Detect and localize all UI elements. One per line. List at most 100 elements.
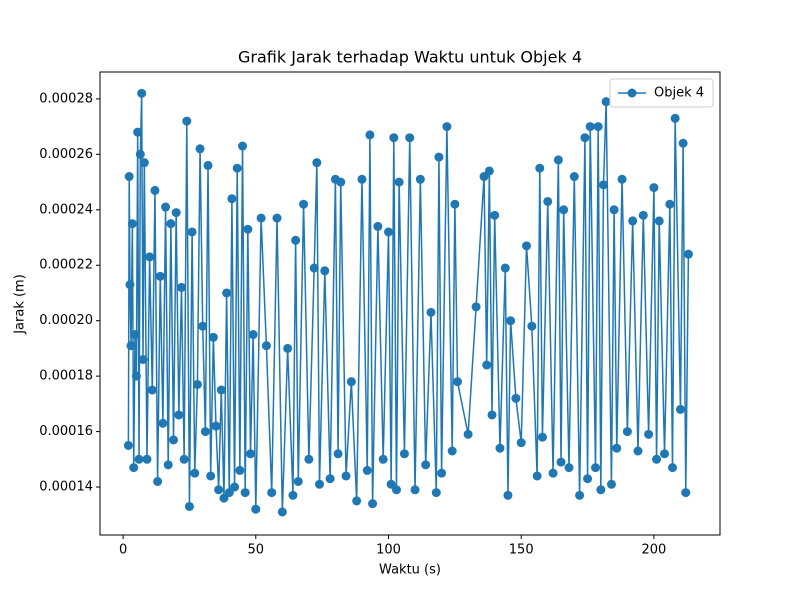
data-point: [309, 263, 319, 273]
series-line: [127, 93, 690, 513]
data-point: [511, 393, 521, 403]
y-tick-label: 0.00018: [39, 369, 93, 384]
data-point: [495, 443, 505, 453]
x-tick-label: 150: [509, 543, 534, 558]
data-point: [675, 404, 685, 414]
data-point: [135, 149, 145, 159]
data-point: [471, 302, 481, 312]
data-point: [503, 490, 513, 500]
data-point: [198, 321, 208, 331]
data-point: [622, 427, 632, 437]
data-point: [447, 446, 457, 456]
data-point: [312, 158, 322, 168]
data-point: [126, 341, 136, 351]
data-point: [277, 507, 287, 517]
data-point: [192, 379, 202, 389]
data-point: [368, 499, 378, 509]
data-point: [580, 133, 590, 143]
data-point: [373, 221, 383, 231]
data-point: [450, 199, 460, 209]
data-point: [179, 454, 189, 464]
data-point: [147, 385, 157, 395]
x-tick-label: 0: [119, 543, 127, 558]
x-tick-label: 200: [641, 543, 666, 558]
data-point: [336, 177, 346, 187]
data-point: [346, 377, 356, 387]
data-point: [320, 266, 330, 276]
data-point: [155, 271, 165, 281]
x-axis-label: Waktu (s): [379, 563, 441, 578]
chart-title: Grafik Jarak terhadap Waktu untuk Objek …: [238, 48, 582, 67]
data-point: [190, 468, 200, 478]
data-point: [617, 174, 627, 184]
plot-frame: [99, 71, 721, 536]
data-point: [333, 449, 343, 459]
data-point: [187, 227, 197, 237]
data-point: [553, 155, 563, 165]
data-point: [585, 122, 595, 132]
data-point: [612, 443, 622, 453]
data-point: [256, 213, 266, 223]
data-point: [123, 440, 133, 450]
data-point: [211, 421, 221, 431]
x-tick-label: 50: [248, 543, 265, 558]
data-point: [235, 465, 245, 475]
data-point: [667, 463, 677, 473]
y-tick-label: 0.00028: [39, 91, 93, 106]
data-point: [681, 488, 691, 498]
y-tick-label: 0.00020: [39, 313, 93, 328]
data-point: [208, 332, 218, 342]
data-point: [482, 360, 492, 370]
data-point: [596, 485, 606, 495]
data-point: [453, 377, 463, 387]
data-point: [200, 427, 210, 437]
data-point: [174, 410, 184, 420]
data-point: [593, 122, 603, 132]
data-point: [267, 488, 277, 498]
data-point: [484, 166, 494, 176]
data-point: [601, 97, 611, 107]
data-point: [500, 263, 510, 273]
data-point: [437, 468, 447, 478]
data-point: [127, 219, 137, 229]
data-point: [314, 479, 324, 489]
y-tick-label: 0.00024: [39, 202, 93, 217]
data-point: [378, 454, 388, 464]
data-point: [283, 343, 293, 353]
data-point: [575, 490, 585, 500]
data-point: [564, 463, 574, 473]
data-point: [299, 199, 309, 209]
data-point: [415, 174, 425, 184]
data-point: [142, 454, 152, 464]
y-tick-label: 0.00026: [39, 147, 93, 162]
data-point: [325, 474, 335, 484]
data-point: [362, 465, 372, 475]
data-point: [633, 446, 643, 456]
data-point: [176, 282, 186, 292]
data-point: [139, 158, 149, 168]
x-tick-label: 100: [376, 543, 401, 558]
data-point: [216, 385, 226, 395]
data-point: [206, 471, 216, 481]
data-point: [150, 185, 160, 195]
data-point: [522, 241, 532, 251]
data-point: [171, 208, 181, 218]
data-point: [133, 127, 143, 137]
data-point: [649, 183, 659, 193]
data-point: [129, 463, 139, 473]
data-point: [158, 418, 168, 428]
data-point: [609, 205, 619, 215]
data-point: [490, 210, 500, 220]
data-point: [230, 482, 240, 492]
data-point: [434, 152, 444, 162]
data-point: [556, 457, 566, 467]
data-point: [463, 429, 473, 439]
data-point: [644, 429, 654, 439]
data-point: [304, 454, 314, 464]
data-point: [660, 449, 670, 459]
data-point: [248, 330, 258, 340]
data-point: [163, 460, 173, 470]
legend-marker: [627, 88, 637, 98]
